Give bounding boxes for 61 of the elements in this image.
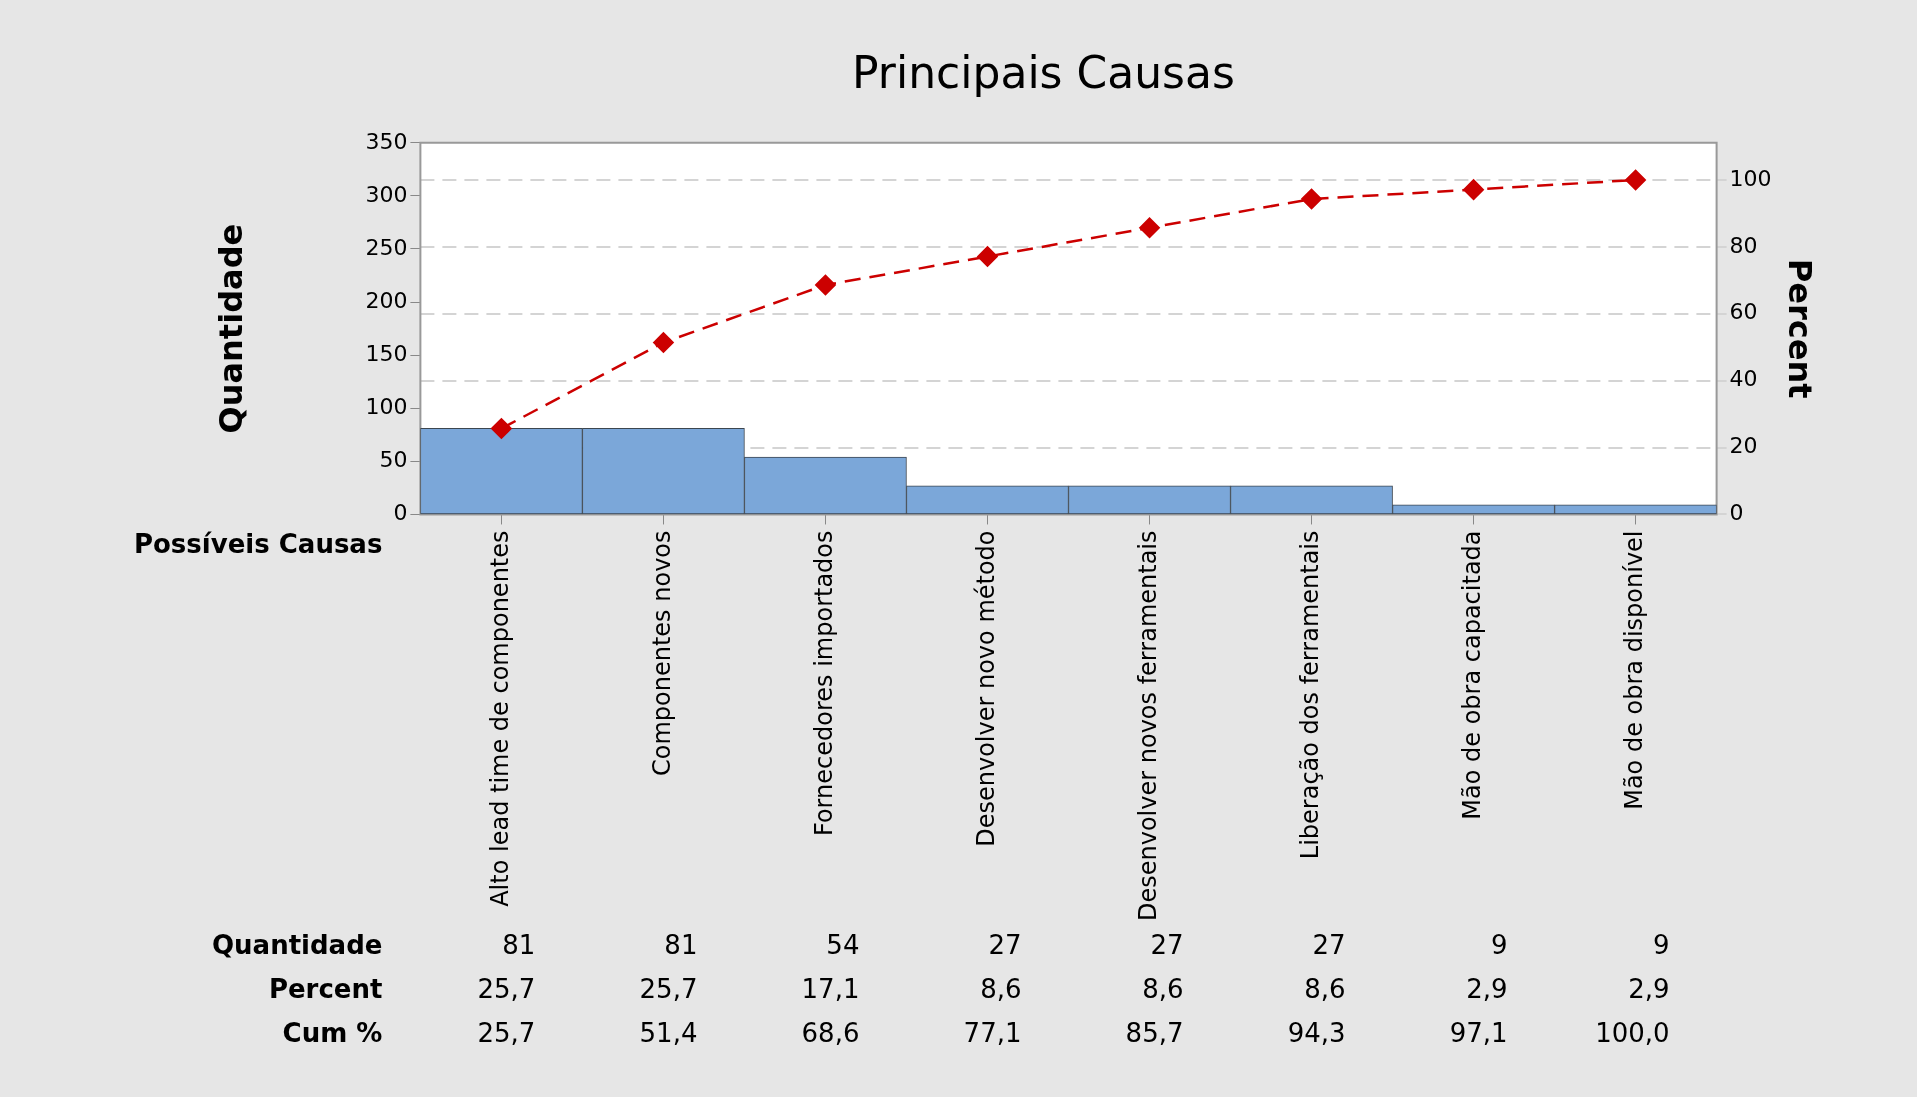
- data-label: 97,1: [1449, 1017, 1508, 1048]
- text: 8,6: [1304, 973, 1346, 1004]
- y2-tick-label: 60: [1729, 299, 1758, 325]
- point: [653, 332, 674, 353]
- data-label: 27: [988, 929, 1022, 960]
- y-tick-label: 200: [365, 287, 408, 313]
- data-label: 27: [1312, 929, 1346, 960]
- text: Cum %: [282, 1017, 383, 1048]
- y-tick-label: 300: [365, 181, 408, 207]
- y2-tick-label: 0: [1729, 500, 1744, 526]
- y2-tick-label: 20: [1729, 433, 1758, 459]
- data-label: 51,4: [639, 1017, 698, 1048]
- x-tick-label: Fornecedores importados: [809, 530, 838, 837]
- point: [815, 274, 836, 296]
- y-tick-label: 350: [365, 128, 408, 154]
- data-label: 27: [1150, 929, 1184, 960]
- x-axis-title: Possíveis Causas: [133, 529, 383, 560]
- point: [491, 418, 512, 439]
- y2-tick-label: 100: [1729, 165, 1772, 191]
- point: [977, 246, 998, 267]
- text: Quantidade: [211, 929, 383, 960]
- data-label: 25,7: [477, 1017, 536, 1048]
- y2-tick-label: 40: [1729, 366, 1758, 392]
- y-tick-label: 150: [365, 340, 408, 366]
- data-label: 77,1: [963, 1017, 1022, 1048]
- y-tick-label: 100: [365, 393, 408, 419]
- text: 2,9: [1628, 973, 1670, 1004]
- text: 8,6: [1142, 973, 1184, 1004]
- data-label: 81: [664, 929, 698, 960]
- y-tick-label: 0: [393, 500, 408, 526]
- y-tick-label: 250: [365, 234, 408, 260]
- point: [1301, 188, 1322, 210]
- text: 8,6: [980, 973, 1022, 1004]
- data-label: 94,3: [1287, 1017, 1346, 1048]
- y-axis-title: Quantidade: [211, 223, 250, 434]
- data-label: 9: [1491, 929, 1508, 960]
- x-tick-label: Desenvolver novo método: [971, 530, 1000, 847]
- text: Percent: [268, 973, 383, 1004]
- text: 25,7: [639, 973, 698, 1004]
- data-label: 85,7: [1125, 1017, 1184, 1048]
- chart-title: Principais Causas: [852, 46, 1235, 98]
- x-tick-label: Mão de obra capacitada: [1457, 530, 1486, 820]
- text: 25,7: [477, 973, 536, 1004]
- x-tick-label: Componentes novos: [647, 530, 676, 776]
- data-label: 9: [1653, 929, 1670, 960]
- y2-axis-title: Percent: [1781, 258, 1820, 399]
- point: [1625, 169, 1646, 191]
- y2-tick-label: 80: [1729, 232, 1758, 258]
- x-tick-label: Liberação dos ferramentais: [1295, 530, 1324, 860]
- x-tick-label: Mão de obra disponível: [1619, 530, 1648, 810]
- x-tick-label: Alto lead time de componentes: [485, 530, 514, 907]
- data-label: 81: [502, 929, 536, 960]
- point: [1139, 217, 1160, 239]
- data-label: 68,6: [801, 1017, 860, 1048]
- data-label: 54: [826, 929, 860, 960]
- text: 17,1: [801, 973, 860, 1004]
- y-tick-label: 50: [379, 447, 408, 473]
- data-label: 100,0: [1595, 1017, 1670, 1048]
- point: [1463, 179, 1484, 200]
- text: 2,9: [1466, 973, 1508, 1004]
- x-tick-label: Desenvolver novos ferramentais: [1133, 530, 1162, 922]
